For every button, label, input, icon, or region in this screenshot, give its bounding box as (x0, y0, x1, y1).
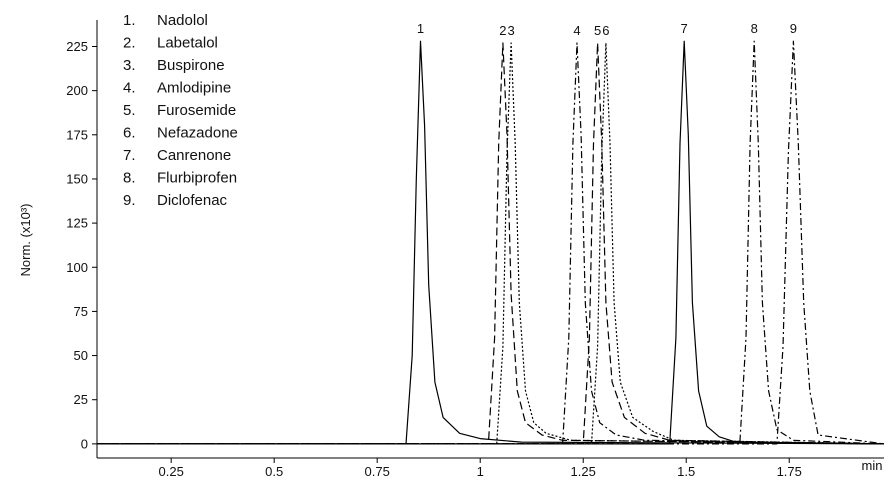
legend-compound-name: Diclofenac (157, 192, 228, 209)
peak-label-3: 3 (507, 23, 514, 38)
y-tick-label: 50 (74, 348, 88, 363)
legend-number: 4. (123, 80, 136, 97)
y-tick-label: 200 (66, 83, 88, 98)
legend-compound-name: Flurbiprofen (157, 170, 237, 187)
legend-number: 5. (123, 102, 136, 119)
legend-number: 7. (123, 147, 136, 164)
legend-compound-name: Furosemide (157, 102, 236, 119)
y-tick-label: 225 (66, 39, 88, 54)
legend-compound-name: Nefazadone (157, 125, 238, 142)
legend-compound-name: Canrenone (157, 147, 231, 164)
peak-series-9 (97, 40, 885, 445)
x-tick-label: 0.75 (365, 464, 390, 479)
x-tick-label: 0.5 (265, 464, 283, 479)
peak-label-2: 2 (499, 23, 506, 38)
legend-number: 1. (123, 12, 136, 29)
peak-label-8: 8 (751, 21, 758, 36)
legend-compound-name: Nadolol (157, 12, 208, 29)
x-tick-label: 0.25 (159, 464, 184, 479)
peak-label-9: 9 (790, 21, 797, 36)
peak-series-3 (97, 42, 885, 445)
y-tick-label: 0 (81, 436, 88, 451)
x-tick-label: 1 (477, 464, 484, 479)
y-axis-title: Norm. (x10³) (18, 204, 33, 277)
legend-compound-name: Amlodipine (157, 80, 231, 97)
x-tick-label: 1.75 (777, 464, 802, 479)
peak-label-7: 7 (681, 21, 688, 36)
legend: 1. Nadolol 2. Labetalol 3. Buspirone 4. Amlodip… (123, 12, 238, 209)
x-tick-label: 1.5 (677, 464, 695, 479)
legend-compound-name: Buspirone (157, 57, 225, 74)
peak-series-8 (97, 40, 885, 445)
y-tick-label: 125 (66, 216, 88, 231)
peak-label-1: 1 (417, 21, 424, 36)
peak-series-1 (97, 40, 885, 445)
x-axis-title: min (862, 458, 883, 473)
legend-number: 2. (123, 35, 136, 52)
legend-number: 9. (123, 192, 136, 209)
peak-label-6: 6 (602, 23, 609, 38)
peak-label-5: 5 (594, 23, 601, 38)
y-tick-label: 150 (66, 171, 88, 186)
peak-series-7 (97, 40, 885, 445)
y-tick-label: 75 (74, 304, 88, 319)
legend-number: 3. (123, 57, 136, 74)
peak-label-4: 4 (573, 23, 580, 38)
peak-series-6 (97, 42, 885, 445)
x-tick-label: 1.25 (571, 464, 596, 479)
y-tick-label: 175 (66, 127, 88, 142)
legend-number: 6. (123, 125, 136, 142)
y-tick-label: 25 (74, 392, 88, 407)
legend-compound-name: Labetalol (157, 35, 218, 52)
axes: 0.25 0.5 0.75 1 1.25 1.5 1.7502550751001251501… (66, 20, 884, 479)
legend-number: 8. (123, 170, 136, 187)
peak-series-2 (97, 42, 885, 445)
y-tick-label: 100 (66, 260, 88, 275)
